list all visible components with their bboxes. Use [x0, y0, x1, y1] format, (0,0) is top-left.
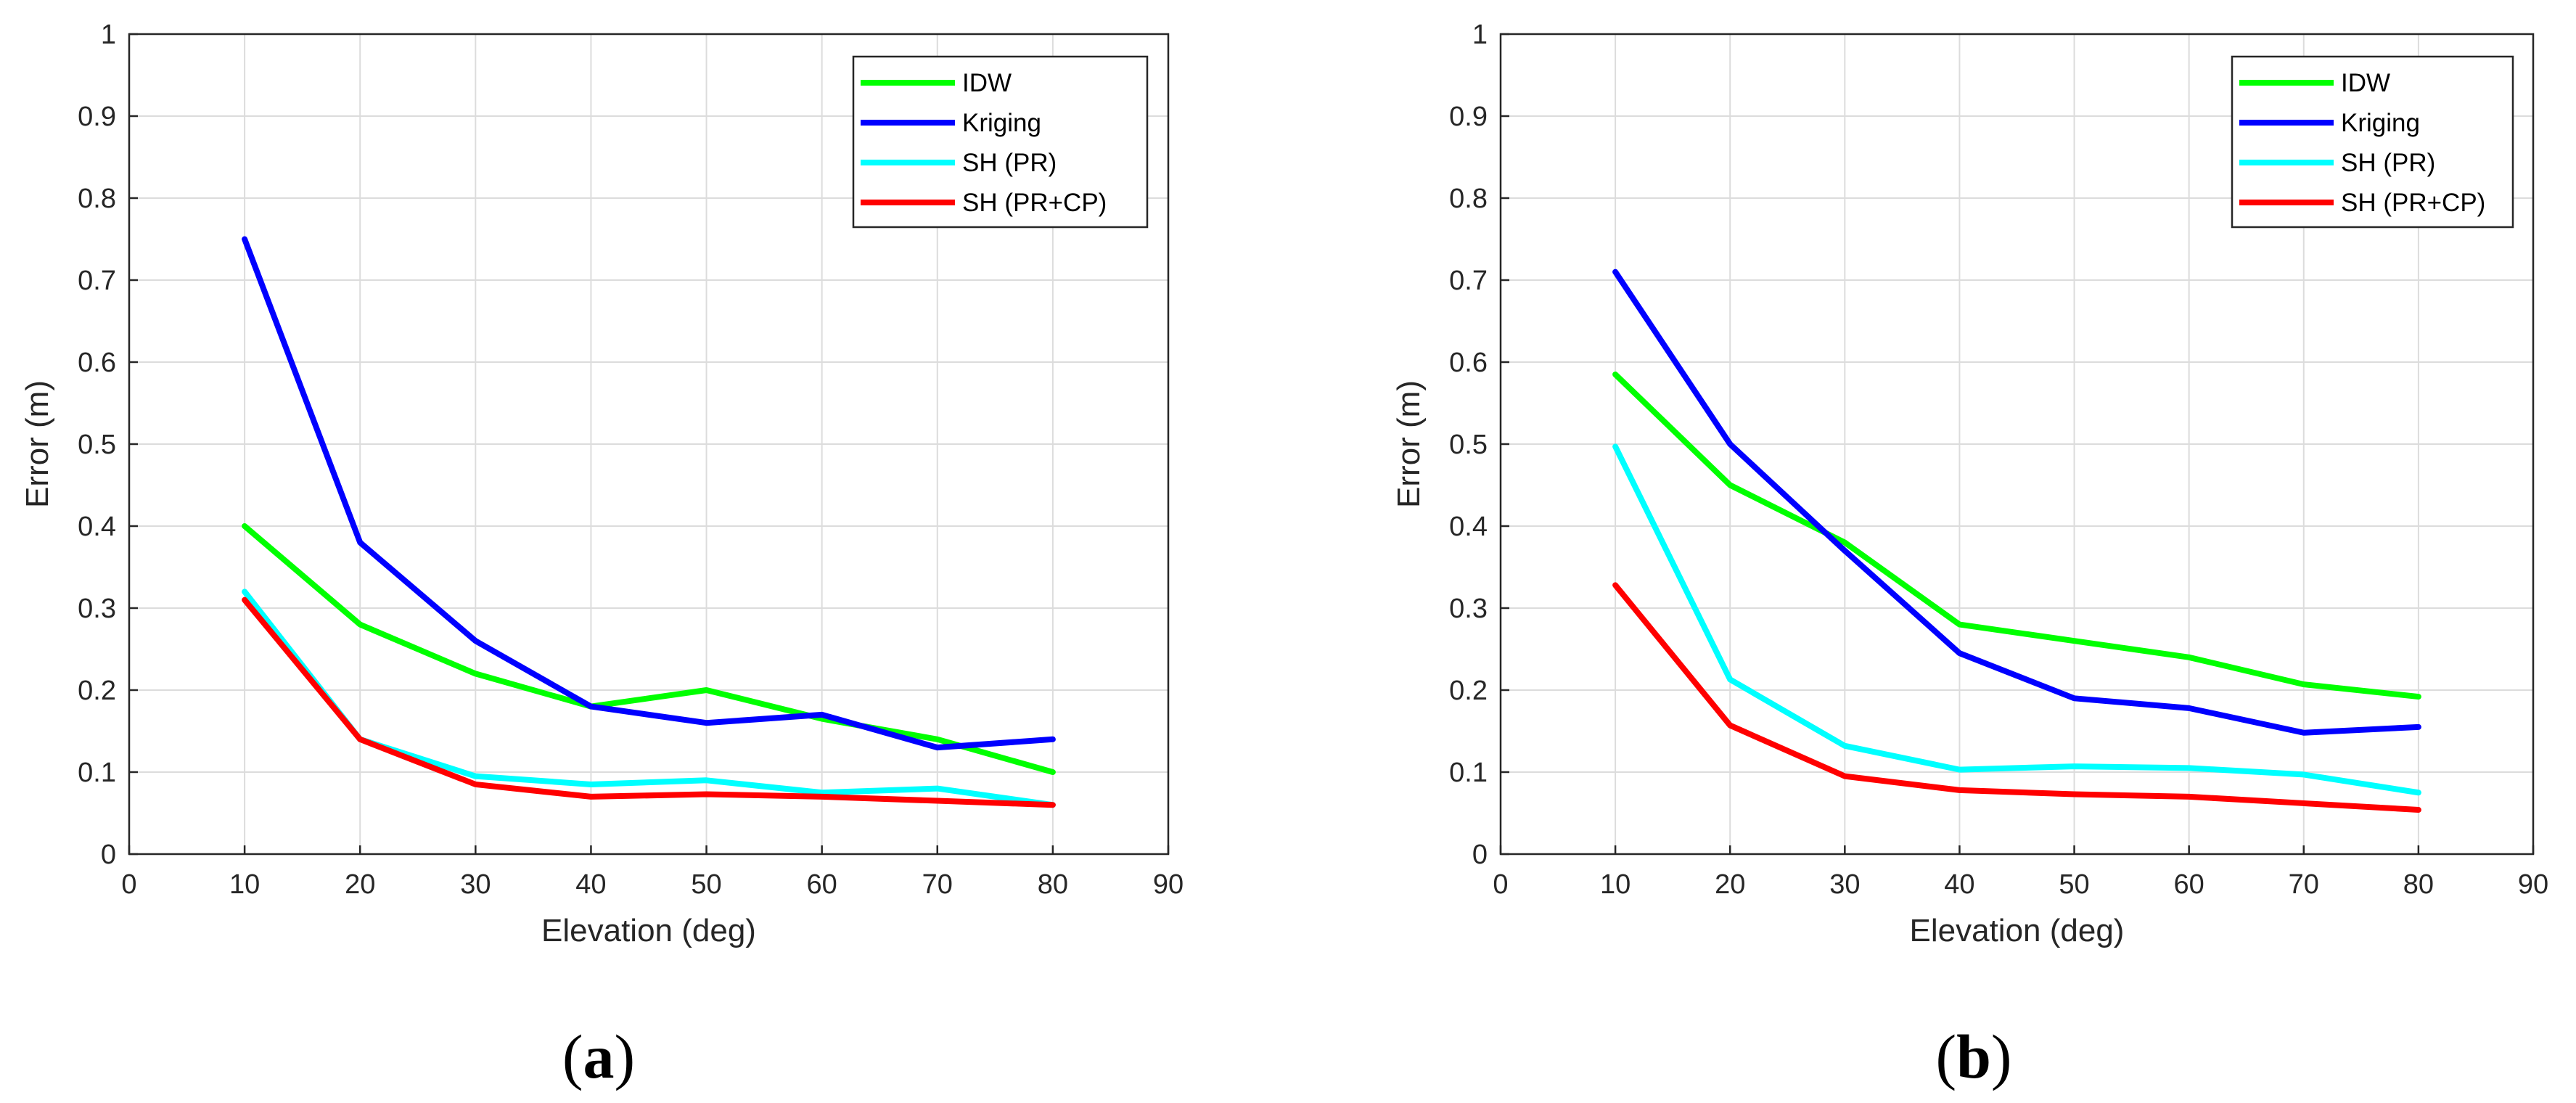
x-tick-label: 80: [2403, 869, 2434, 900]
legend-label-sh-pr: SH (PR): [962, 149, 1057, 177]
y-tick-label: 1: [1472, 20, 1488, 50]
legend-label-kriging: Kriging: [962, 109, 1041, 137]
legend-label-sh-pr: SH (PR): [2341, 149, 2435, 177]
legend-label-sh-pr-cp: SH (PR+CP): [962, 189, 1107, 217]
y-tick-label: 0.4: [78, 512, 116, 542]
y-axis-label: Error (m): [20, 380, 55, 508]
y-tick-label: 0.2: [78, 676, 116, 706]
x-tick-label: 50: [2059, 869, 2089, 900]
x-tick-label: 70: [2289, 869, 2319, 900]
series-line-kriging: [1612, 268, 2421, 736]
series-line-kriging: [242, 236, 1056, 751]
legend-label-idw: IDW: [962, 69, 1012, 97]
y-tick-label: 0.8: [1449, 184, 1488, 214]
x-tick-label: 40: [575, 869, 606, 900]
y-tick-label: 0.7: [78, 266, 116, 296]
x-tick-label: 10: [229, 869, 260, 900]
y-tick-label: 0.4: [1449, 512, 1488, 542]
y-tick-label: 0: [101, 840, 116, 870]
y-tick-label: 0.2: [1449, 676, 1488, 706]
series-line-idw: [242, 523, 1056, 775]
x-axis-label: Elevation (deg): [1910, 913, 2125, 948]
x-tick-label: 20: [345, 869, 375, 900]
x-tick-label: 60: [2174, 869, 2204, 900]
caption-letter: a: [583, 1022, 615, 1091]
x-tick-label: 90: [1153, 869, 1184, 900]
y-tick-label: 0.9: [78, 102, 116, 132]
x-tick-label: 30: [460, 869, 491, 900]
x-tick-label: 50: [691, 869, 721, 900]
x-tick-label: 20: [1715, 869, 1745, 900]
y-tick-label: 0.5: [1449, 430, 1488, 460]
panel-caption: (a): [562, 1022, 635, 1091]
series-line-sh-pr: [1612, 443, 2421, 796]
y-tick-label: 0.5: [78, 430, 116, 460]
y-tick-label: 0.7: [1449, 266, 1488, 296]
legend: IDW Kriging SH (PR) SH (PR+CP): [2231, 55, 2514, 229]
x-tick-label: 10: [1600, 869, 1630, 900]
y-tick-label: 0.3: [78, 594, 116, 624]
y-tick-label: 0.1: [1449, 758, 1488, 788]
series-line-idw: [1612, 371, 2421, 700]
x-tick-label: 0: [1493, 869, 1508, 900]
caption-letter: b: [1956, 1022, 1991, 1091]
x-tick-label: 40: [1944, 869, 1974, 900]
legend-label-sh-pr-cp: SH (PR+CP): [2341, 189, 2485, 217]
caption-open-paren: (: [1935, 1022, 1956, 1091]
legend-label-idw: IDW: [2341, 69, 2390, 97]
y-tick-label: 0.8: [78, 184, 116, 214]
legend-label-kriging: Kriging: [2341, 109, 2420, 137]
y-axis-label: Error (m): [1391, 380, 1427, 508]
y-tick-label: 0.3: [1449, 594, 1488, 624]
y-tick-label: 0: [1472, 840, 1488, 870]
legend: IDW Kriging SH (PR) SH (PR+CP): [852, 55, 1149, 229]
series-line-sh-pr-cp: [1612, 582, 2421, 813]
x-tick-label: 80: [1038, 869, 1068, 900]
x-tick-label: 90: [2518, 869, 2548, 900]
x-tick-label: 30: [1829, 869, 1860, 900]
caption-close-paren: ): [615, 1022, 636, 1091]
chart-panel-b: 0 10 20 30 40 50 60 70 80 90 0 0.1 0.2 0.3 0.4 0.5 0.6 0.…: [1391, 20, 2548, 1091]
x-tick-label: 0: [121, 869, 136, 900]
y-tick-label: 0.6: [78, 348, 116, 378]
y-tick-label: 0.1: [78, 758, 116, 788]
y-tick-label: 0.9: [1449, 102, 1488, 132]
panel-caption: (b): [1935, 1022, 2011, 1091]
y-tick-label: 1: [101, 20, 116, 50]
x-tick-label: 60: [807, 869, 837, 900]
y-tick-label: 0.6: [1449, 348, 1488, 378]
series-line-sh-pr-cp: [242, 596, 1056, 808]
x-axis-label: Elevation (deg): [541, 913, 756, 948]
caption-close-paren: ): [1991, 1022, 2012, 1091]
chart-panel-a: 0 10 20 30 40 50 60 70 80 90 0 0.1 0.2 0.3 0.4 0.5 0.6 0.…: [20, 20, 1184, 1091]
caption-open-paren: (: [562, 1022, 583, 1091]
x-tick-label: 70: [922, 869, 953, 900]
